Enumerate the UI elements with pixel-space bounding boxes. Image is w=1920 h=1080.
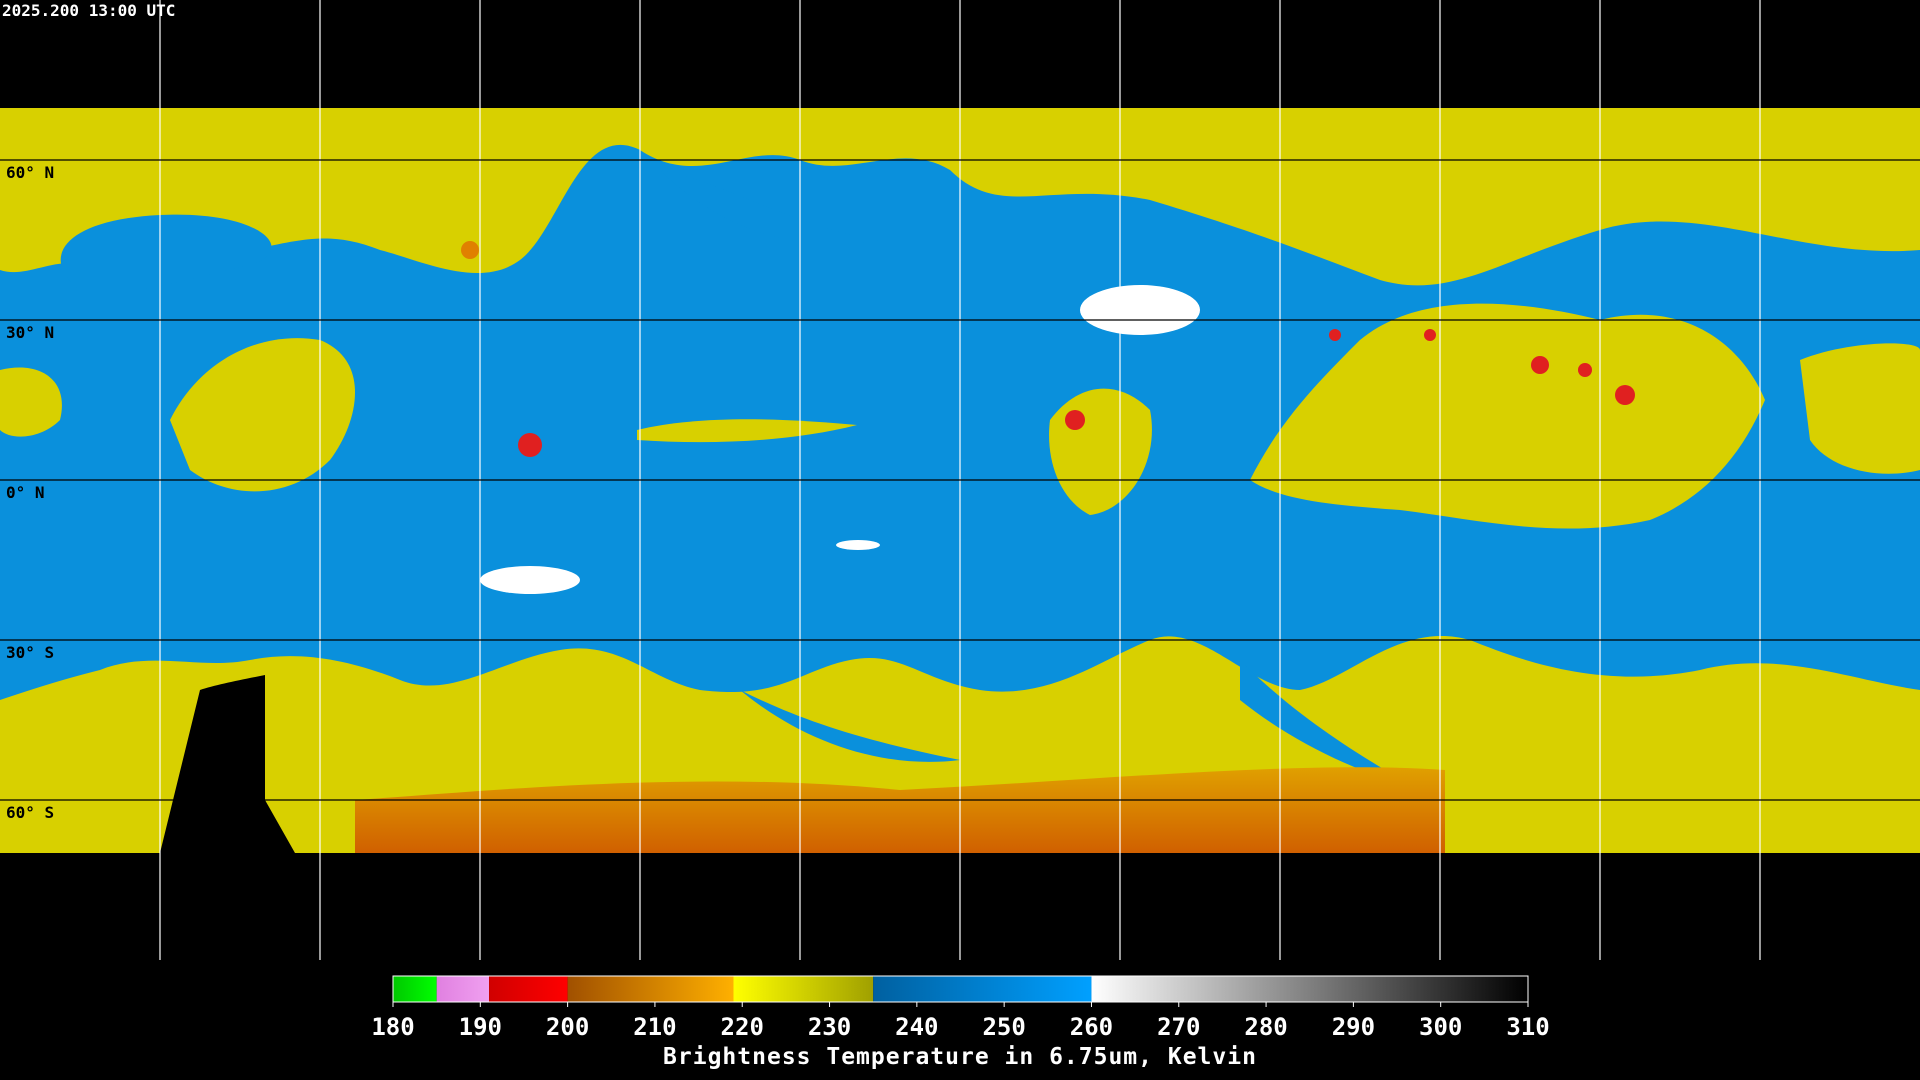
colorbar-segment xyxy=(733,976,874,1002)
pacific-convection xyxy=(170,338,355,492)
colorbar-tick-label: 210 xyxy=(633,1013,676,1041)
colorbar-tick-label: 190 xyxy=(459,1013,502,1041)
missing-data-wedge xyxy=(160,675,295,853)
colorbar: 180 190 200 210 220 230 240 250 260 270 280 290 300 3… xyxy=(371,975,1550,1041)
latitude-label: 30° S xyxy=(6,643,54,662)
colorbar-title: Brightness Temperature in 6.75um, Kelvin xyxy=(663,1044,1257,1070)
deep-convection xyxy=(461,241,1635,457)
blue-intrusion xyxy=(60,170,881,293)
colorbar-frame xyxy=(392,975,1529,1003)
colorbar-tick-label: 260 xyxy=(1070,1013,1113,1041)
colorbar-tick-label: 220 xyxy=(721,1013,764,1041)
colorbar-tick-label: 180 xyxy=(371,1013,414,1041)
graticule: 60° N 30° N 0° N 30° S 60° S xyxy=(0,0,1920,960)
colorbar-segment xyxy=(1091,976,1528,1002)
dry-patch xyxy=(836,540,880,550)
itcz-atlantic xyxy=(637,419,857,443)
colorbar-segment xyxy=(436,976,490,1002)
south-dry-tongue xyxy=(740,660,1420,790)
timestamp: 2025.200 13:00 UTC xyxy=(2,1,175,20)
colorbar-segment xyxy=(873,976,1092,1002)
colorbar-segment xyxy=(489,976,568,1002)
colorbar-tick-label: 200 xyxy=(546,1013,589,1041)
dry-patch xyxy=(480,566,580,594)
colorbar-segment xyxy=(567,976,734,1002)
latitude-label: 30° N xyxy=(6,323,54,342)
colorbar-tick-label: 280 xyxy=(1244,1013,1287,1041)
latitude-label: 60° N xyxy=(6,163,54,182)
latitude-label: 60° S xyxy=(6,803,54,822)
colorbar-tick-label: 310 xyxy=(1506,1013,1549,1041)
southern-upper-dry xyxy=(355,767,1445,853)
asia-convection xyxy=(1250,303,1765,529)
colorbar-tick-label: 290 xyxy=(1332,1013,1375,1041)
colorbar-tick-label: 270 xyxy=(1157,1013,1200,1041)
colorbar-tick-label: 230 xyxy=(808,1013,851,1041)
colorbar-tick-label: 300 xyxy=(1419,1013,1462,1041)
colorbar-segment xyxy=(393,976,437,1002)
latitude-label: 0° N xyxy=(6,483,45,502)
colorbar-tick-label: 250 xyxy=(982,1013,1025,1041)
colorbar-tick-label: 240 xyxy=(895,1013,938,1041)
dry-patch xyxy=(1080,285,1200,335)
